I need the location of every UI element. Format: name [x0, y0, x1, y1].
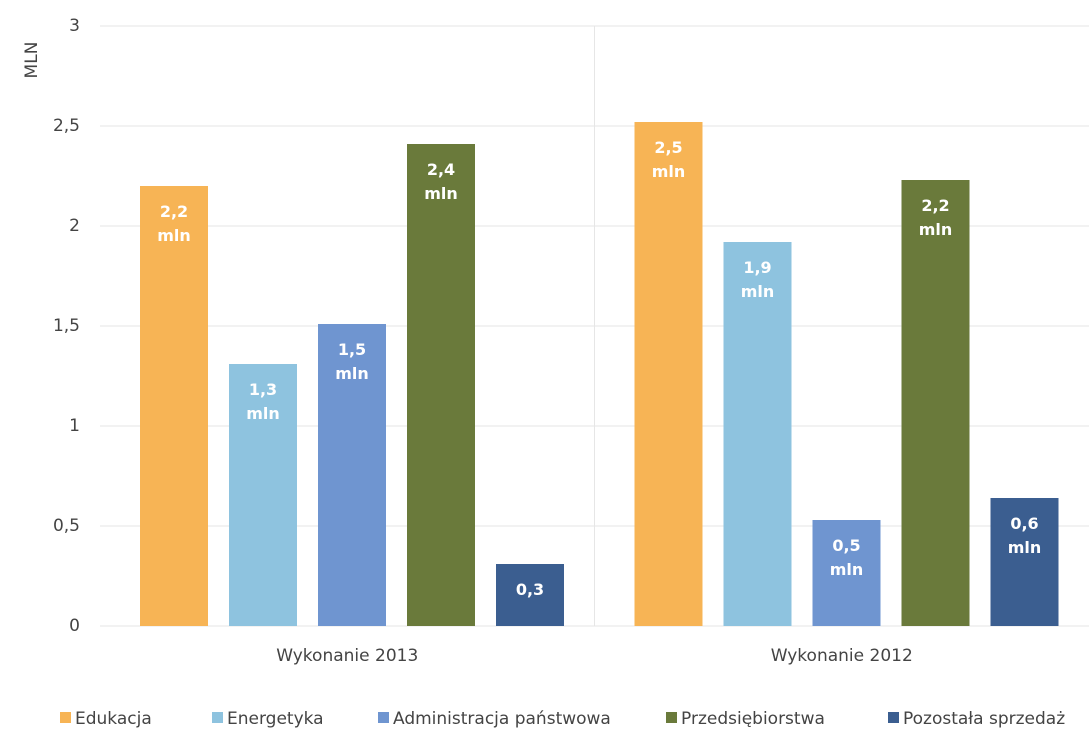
bar [496, 564, 564, 626]
y-tick-label: 0 [69, 616, 80, 636]
y-tick-label: 1 [69, 416, 80, 436]
data-label: 2,4 mln [424, 160, 458, 203]
data-label: 2,2 mln [918, 196, 953, 239]
legend-swatch [888, 712, 899, 723]
legend-label: Przedsiębiorstwa [681, 709, 825, 729]
x-tick-label: Wykonanie 2012 [771, 646, 913, 666]
bar [990, 498, 1059, 626]
bar [812, 520, 881, 626]
bar [634, 122, 703, 626]
y-axis-label: MLN [22, 42, 42, 79]
bar [901, 180, 970, 626]
y-tick-label: 2,5 [53, 116, 80, 136]
y-tick-label: 2 [69, 216, 80, 236]
data-label: 1,5 mln [335, 340, 369, 383]
legend-label: Pozostała sprzedaż [903, 709, 1065, 729]
legend-swatch [60, 712, 71, 723]
legend-swatch [378, 712, 389, 723]
data-label: 0,3 [515, 580, 545, 599]
x-tick-label: Wykonanie 2013 [276, 646, 418, 666]
legend-label: Energetyka [227, 709, 324, 729]
bar [140, 186, 208, 626]
bar [407, 144, 475, 626]
y-tick-label: 3 [69, 16, 80, 36]
data-label: 2,2 mln [157, 202, 191, 245]
legend-swatch [666, 712, 677, 723]
bar [229, 364, 297, 626]
y-tick-label: 1,5 [53, 316, 80, 336]
legend-swatch [212, 712, 223, 723]
data-label: 0,6 mln [1007, 514, 1042, 557]
data-label: 1,9 mln [740, 258, 775, 301]
legend-label: Edukacja [75, 709, 152, 729]
legend-label: Administracja państwowa [393, 709, 611, 729]
y-tick-label: 0,5 [53, 516, 80, 536]
bar [723, 242, 792, 626]
bar [318, 324, 386, 626]
data-label: 1,3 mln [246, 380, 280, 423]
data-label: 0,5 mln [829, 536, 864, 579]
data-label: 2,5 mln [651, 138, 686, 181]
